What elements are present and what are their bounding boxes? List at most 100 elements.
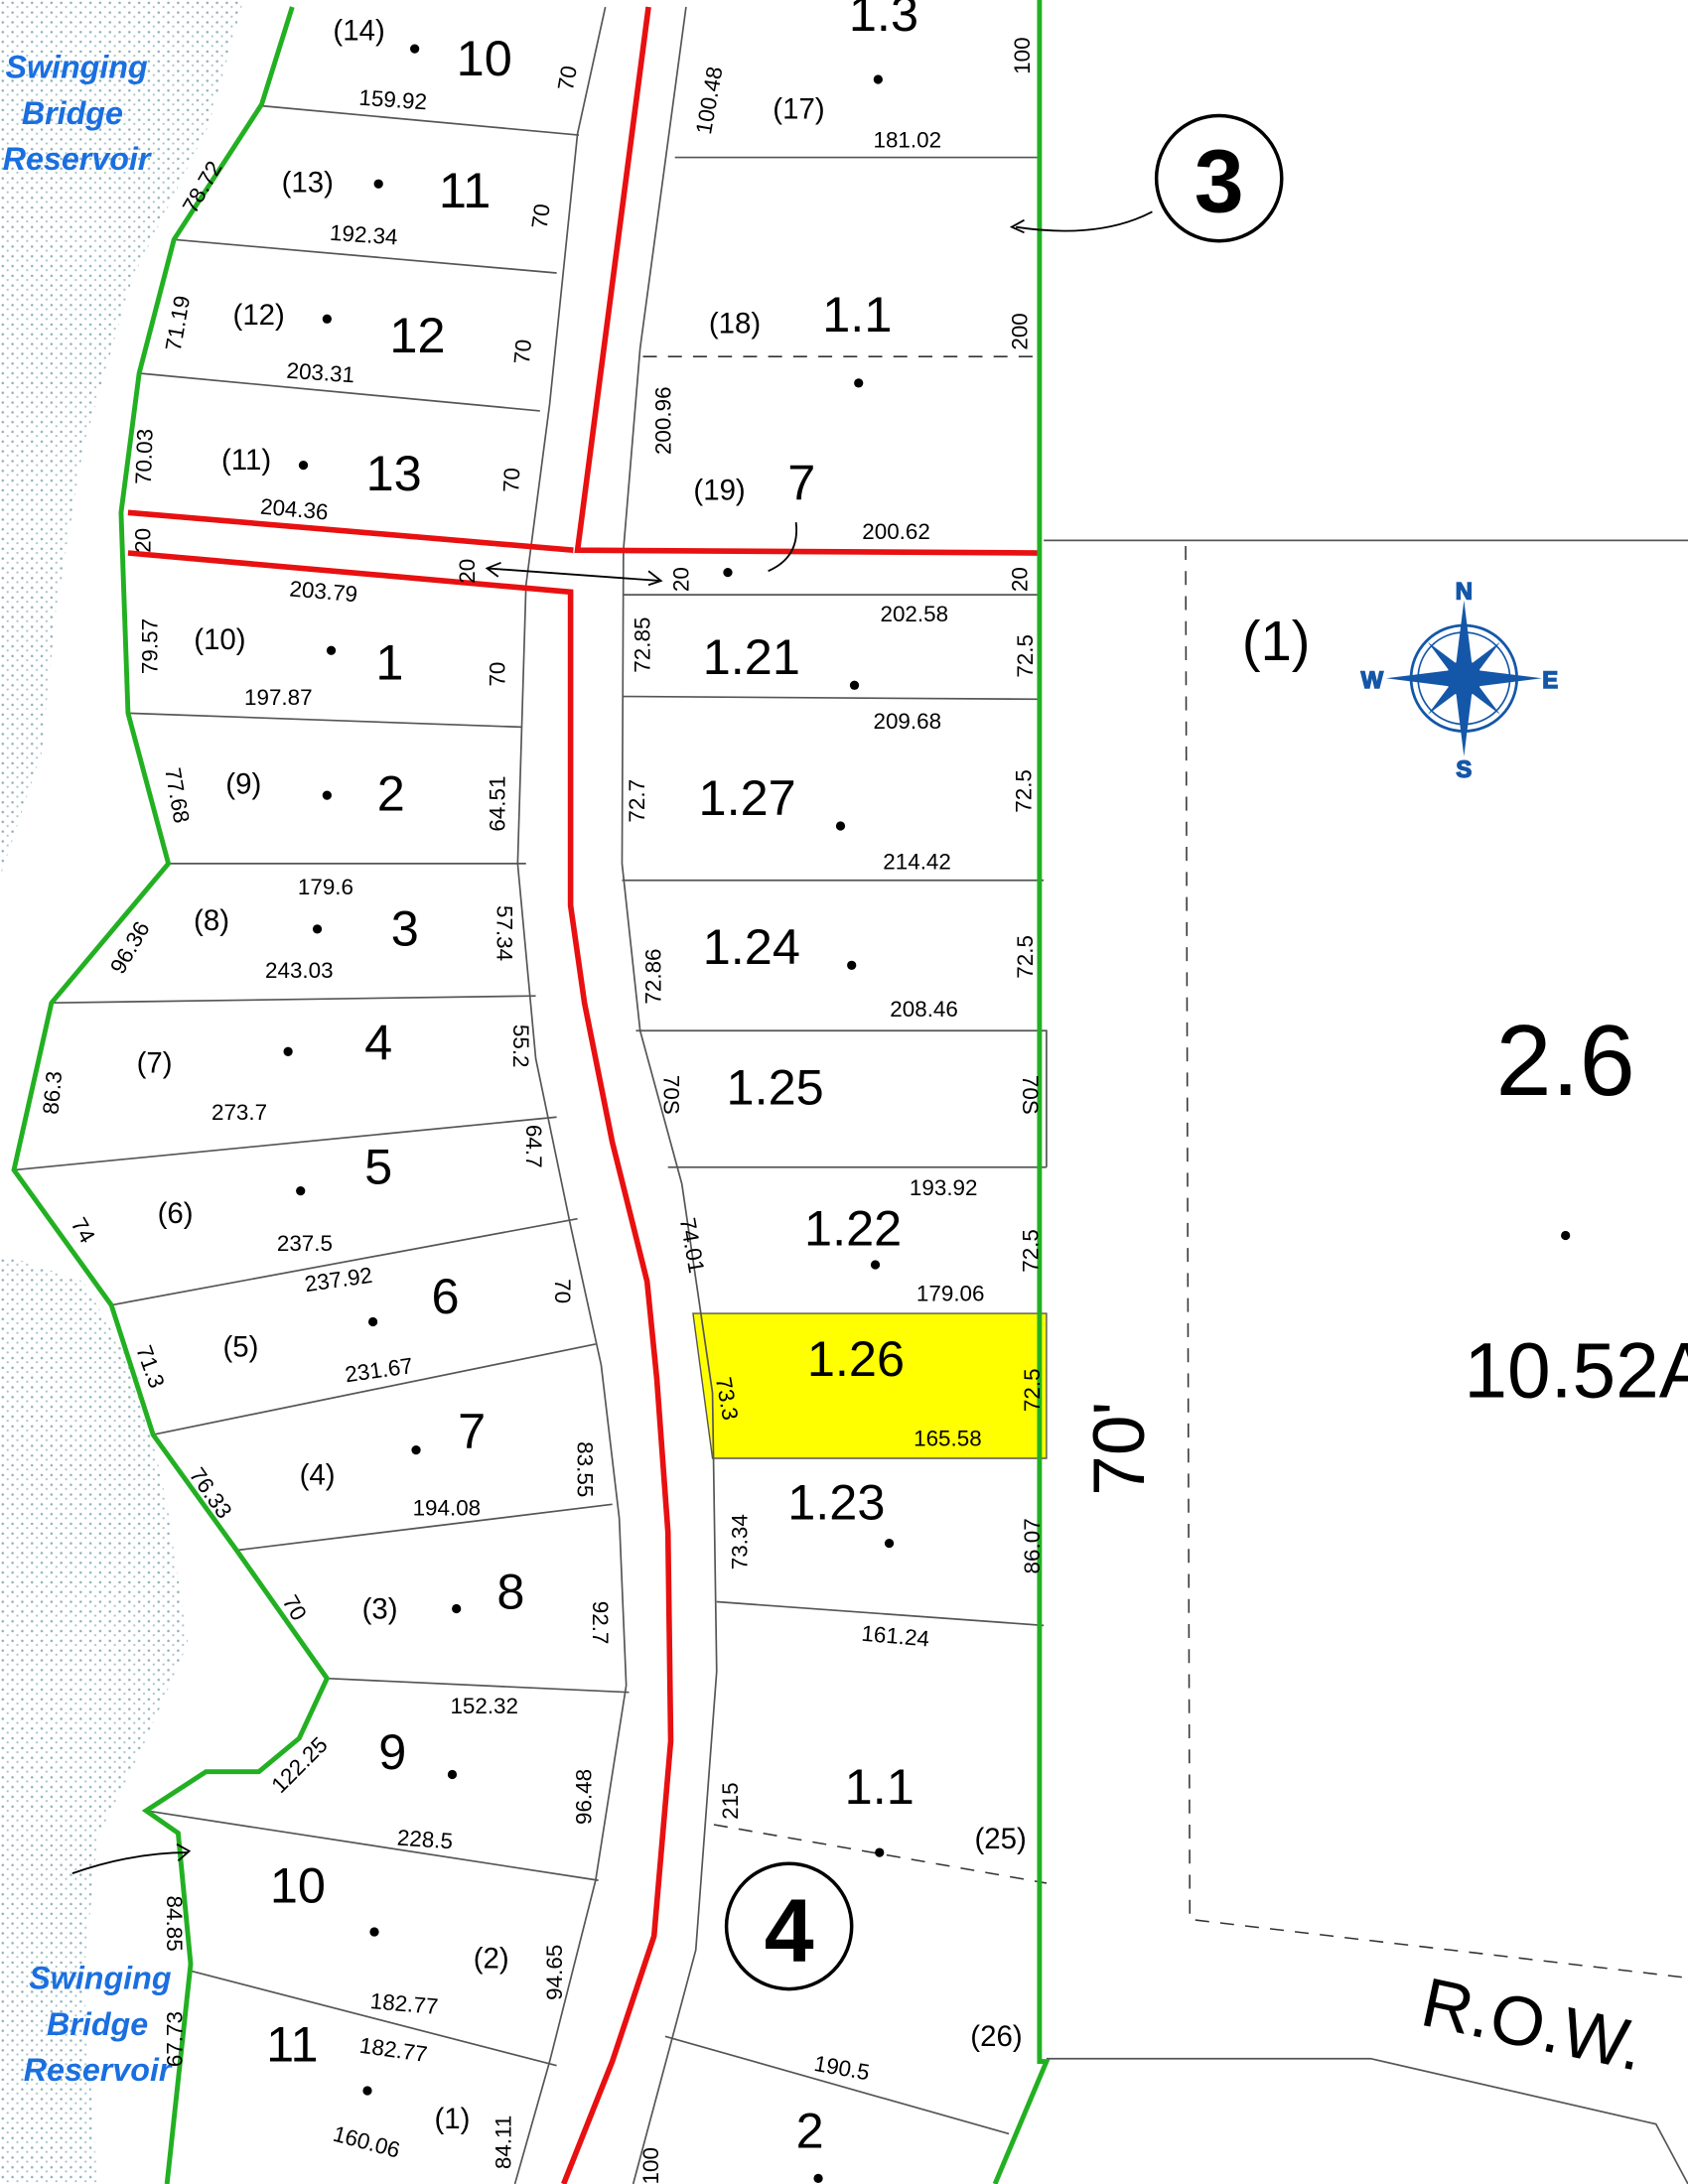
parcel-id: (6)	[158, 1197, 194, 1230]
lot-number: 12	[389, 307, 445, 363]
dimension-label: 192.34	[329, 220, 398, 250]
centroid-dot	[369, 1927, 379, 1937]
centroid-dot	[367, 1316, 378, 1327]
reservoir-label-line: Bridge	[22, 95, 123, 131]
highlighted-parcel-1-26[interactable]	[692, 1312, 1048, 1459]
dimension-label: 20	[669, 567, 694, 592]
dimension-label: 179.6	[298, 875, 353, 899]
reservoir-label-line: Reservoir	[3, 141, 153, 177]
dimension-label: 84.85	[162, 1896, 187, 1952]
dimension-label: 197.87	[244, 685, 313, 710]
parcel-id: (10)	[194, 623, 245, 656]
parcel-id: (12)	[233, 299, 285, 332]
reservoir-water	[0, 1253, 189, 2184]
dimension-label: 64.51	[486, 775, 510, 831]
lot-number: 8	[496, 1564, 524, 1620]
lot-number: 1.21	[703, 628, 800, 685]
dimension-label: 214.42	[883, 849, 951, 874]
centroid-dot	[723, 568, 733, 578]
dimension-label: 70S	[1018, 1075, 1043, 1115]
parcel-id: (14)	[333, 15, 384, 48]
centroid-dot	[283, 1046, 293, 1056]
parcel-lines	[13, 6, 1688, 2184]
dimension-label: 70S	[659, 1075, 684, 1115]
centroid-dot	[870, 1260, 881, 1270]
compass-e: E	[1542, 667, 1558, 694]
lot-number: 7	[458, 1403, 486, 1459]
dimension-label: 86.07	[1020, 1518, 1045, 1573]
parcel-centroids	[283, 44, 1571, 2184]
dimension-label: 96.48	[572, 1769, 597, 1825]
dimension-label: 208.46	[890, 997, 958, 1022]
lot-number: 10	[270, 1857, 326, 1914]
dimension-label: 200.62	[862, 519, 930, 544]
dimension-label: 94.65	[542, 1945, 567, 2000]
dimension-label: 202.58	[880, 602, 948, 626]
dimension-label: 72.5	[1020, 1368, 1045, 1412]
dimension-label: 70	[553, 64, 582, 92]
dimension-label: 200	[1007, 313, 1032, 349]
map-sheet-3[interactable]: 3	[1154, 113, 1284, 243]
centroid-dot	[322, 314, 332, 324]
lot-number: 1.25	[727, 1059, 824, 1116]
parcel-id: (11)	[221, 444, 271, 477]
dimension-label: 67.73	[163, 2011, 188, 2067]
parcel-id: (2)	[474, 1943, 509, 1976]
lot-number: 13	[366, 445, 422, 501]
parcel-id: (9)	[225, 768, 261, 801]
centroid-dot	[298, 460, 309, 471]
dimension-label: 152.32	[450, 1694, 518, 1718]
dimension-label: 161.24	[861, 1621, 930, 1652]
reservoir-water	[0, 0, 244, 878]
parcel-id: (26)	[970, 2020, 1022, 2053]
dimension-label: 243.03	[265, 958, 334, 983]
centroid-dot	[875, 1847, 885, 1857]
lot-number: 2	[796, 2102, 824, 2158]
parcel-id: (7)	[137, 1046, 173, 1079]
parcel-id: (19)	[693, 475, 745, 507]
dimension-label: 20	[130, 528, 155, 553]
centroid-dot	[447, 1769, 458, 1780]
dimension-label: 204.36	[259, 494, 329, 525]
centroid-dot	[312, 924, 323, 934]
centroid-dot	[847, 960, 857, 970]
lot-number: 4	[364, 1015, 392, 1071]
dimension-label: 72.86	[641, 948, 666, 1004]
dimension-label: 70	[486, 662, 510, 687]
reservoir-label-line: Swinging	[5, 50, 148, 85]
map-sheet-4[interactable]: 4	[724, 1861, 854, 1991]
lot-number: 1.27	[699, 769, 796, 826]
lot-number: 10	[457, 30, 512, 86]
dimension-label: 200.96	[651, 386, 676, 455]
centroid-dot	[322, 790, 332, 800]
lot-number: 3	[391, 900, 419, 957]
subdivision-boundary	[11, 0, 1051, 2184]
dimension-label: 72.85	[631, 617, 655, 673]
dimension-label: 73.34	[728, 1514, 753, 1570]
centroid-dot	[884, 1538, 895, 1549]
lot-number: 1.24	[703, 918, 800, 975]
dimension-label: 159.92	[358, 85, 428, 115]
parcel-id: (8)	[194, 904, 229, 937]
dimension-label: 273.7	[211, 1100, 267, 1125]
dimension-label: 194.08	[413, 1496, 482, 1521]
lot-number: 7	[787, 455, 815, 511]
compass-rose-icon: N S W E	[1360, 578, 1559, 784]
large-parcel-lot: 2.6	[1496, 1006, 1635, 1117]
dimension-label: 209.68	[873, 709, 941, 734]
dimension-label: 193.92	[910, 1175, 978, 1200]
dimension-label: 70	[550, 1279, 575, 1303]
lot-number: 11	[266, 2016, 318, 2073]
dimension-label: 70.03	[131, 428, 158, 484]
dimension-label: 70	[498, 468, 524, 493]
map-sheet-number: 3	[1195, 132, 1244, 231]
dimension-label: 179.06	[916, 1281, 985, 1305]
leader-arrows	[71, 210, 1153, 1874]
centroid-dot	[452, 1603, 462, 1614]
centroid-dot	[813, 2173, 823, 2184]
lot-number: 1.26	[807, 1330, 905, 1387]
dimension-label: 203.79	[289, 576, 358, 607]
parcel-id: (13)	[282, 167, 334, 200]
dimension-label: 64.7	[521, 1125, 546, 1168]
dimension-label: 182.77	[369, 1988, 439, 2019]
